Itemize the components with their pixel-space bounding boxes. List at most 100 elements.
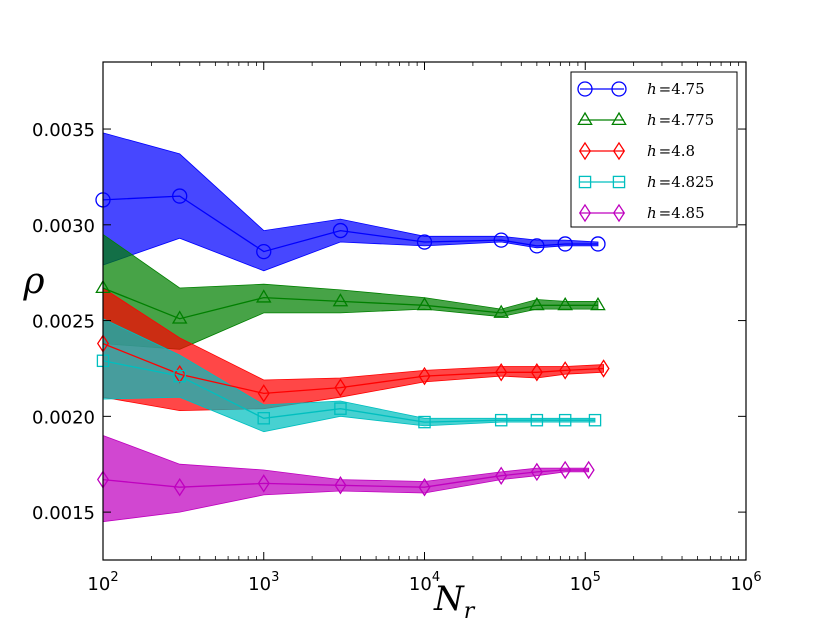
marker-series-4-point-7 [530,413,544,427]
x-tick-label-4-exponent: 5 [593,570,601,585]
legend-label-3-val: 4.8 [671,142,695,160]
marker-series-5-point-7 [530,462,543,482]
marker-series-2-point-3 [255,289,272,303]
legend-marker-4-left [578,175,592,189]
marker-series-5-point-8 [559,460,572,480]
line-series-1 [102,195,598,253]
x-axis-label-subscript: r [464,599,476,623]
series-lines [102,195,604,488]
marker-series-3-point-8 [559,361,572,380]
marker-series-1-point-7 [529,238,545,254]
legend-marker-1-right [611,81,627,97]
marker-series-4-point-9 [588,413,602,427]
line-series-5 [102,469,589,488]
marker-series-3-point-3 [257,384,270,403]
marker-series-5-point-3 [257,474,270,493]
marker-series-3-point-4 [334,378,347,397]
legend-label-5: h =4.85 [647,204,705,222]
marker-series-4-point-2 [173,369,186,383]
legend-frame [570,71,738,228]
legend-marker-3-right [612,141,626,161]
legend-marker-5-right [612,203,626,223]
confidence-bands [102,132,604,523]
y-tick-label-5: 0.0035 [32,120,95,141]
x-tick-label-3-exponent: 4 [432,570,440,585]
legend-label-5-eq: = [659,204,672,222]
band-series-4 [102,318,596,433]
x-tick-label-2-exponent: 3 [271,570,279,585]
marker-series-2-point-5 [416,296,433,311]
marker-series-5-point-6 [495,466,508,485]
legend-label-4: h =4.825 [647,173,714,191]
marker-series-5-point-9 [582,460,595,480]
x-axis-label-main: N [433,579,465,619]
marker-series-1-point-5 [416,234,433,250]
legend-label-1-var: h [647,80,657,98]
legend-label-4-val: 4.825 [671,173,714,191]
x-tick-label-1-exponent: 2 [110,570,118,585]
marker-series-1-point-3 [256,243,272,260]
x-axis-label: Nr [433,579,476,623]
marker-series-2-point-8 [557,296,573,311]
marker-series-3-point-9 [597,359,610,378]
marker-series-1-point-6 [493,232,509,248]
x-tick-label-3: 104 [409,570,440,595]
x-tick-label-5-base: 10 [730,574,753,595]
marker-series-1-point-8 [557,236,573,252]
legend-label-5-var: h [647,204,657,222]
legend-marker-3-left [578,141,592,161]
band-series-1 [102,132,599,272]
legend-marker-2-left [577,111,593,125]
x-tick-label-2: 103 [248,570,279,595]
legend-label-4-var: h [647,173,657,191]
x-tick-label-5: 106 [730,570,761,595]
x-tick-label-4: 105 [570,570,601,595]
y-tick-label-2: 0.0020 [32,407,95,428]
y-tick-label-4: 0.0030 [32,216,95,237]
marker-series-2-point-6 [493,304,509,318]
legend-label-1-val: 4.75 [671,80,704,98]
legend-label-2-val: 4.775 [671,111,714,129]
legend-label-2-var: h [647,111,657,129]
axis-tick-labels: 102 103 104 105 1060.00150.00200.00250.00300… [32,120,762,595]
legend-label-1: h =4.75 [647,80,705,98]
marker-series-5-point-2 [173,477,186,497]
marker-series-3-point-6 [495,363,508,382]
band-series-5 [102,434,590,523]
y-tick-label-3: 0.0025 [32,312,95,333]
x-tick-label-3-base: 10 [409,574,432,595]
marker-series-2-point-9 [590,296,606,311]
marker-series-4-point-3 [257,412,270,425]
marker-series-1-point-2 [172,188,188,204]
legend-marker-5-left [578,203,592,223]
marker-series-4-point-5 [418,415,431,429]
series-markers [95,188,610,497]
marker-series-3-point-5 [418,366,431,386]
marker-series-1-point-4 [332,222,349,239]
line-series-3 [102,342,604,395]
legend-label-2: h =4.775 [647,111,714,129]
legend-label-3: h =4.8 [647,142,695,160]
marker-series-2-point-2 [171,310,188,324]
legend-label-3-eq: = [659,142,672,160]
x-tick-label-1-base: 10 [87,574,110,595]
legend-label-3-var: h [647,142,657,160]
x-tick-label-2-base: 10 [248,574,271,595]
marker-series-4-point-6 [494,413,508,427]
x-tick-label-4-base: 10 [570,574,593,595]
legend-marker-2-right [611,111,627,125]
line-series-2 [102,287,598,320]
marker-series-1-point-9 [590,236,606,252]
marker-series-4-point-8 [558,413,572,427]
x-tick-label-1: 102 [87,570,118,595]
marker-series-5-point-5 [418,477,431,497]
y-axis-label: ρ [22,261,44,302]
marker-series-2-point-7 [529,296,545,311]
legend-label-5-val: 4.85 [671,204,704,222]
marker-series-2-point-4 [332,293,349,307]
legend-label-4-eq: = [659,173,672,191]
legend-label-2-eq: = [659,111,672,129]
x-tick-label-5-exponent: 6 [753,570,761,585]
